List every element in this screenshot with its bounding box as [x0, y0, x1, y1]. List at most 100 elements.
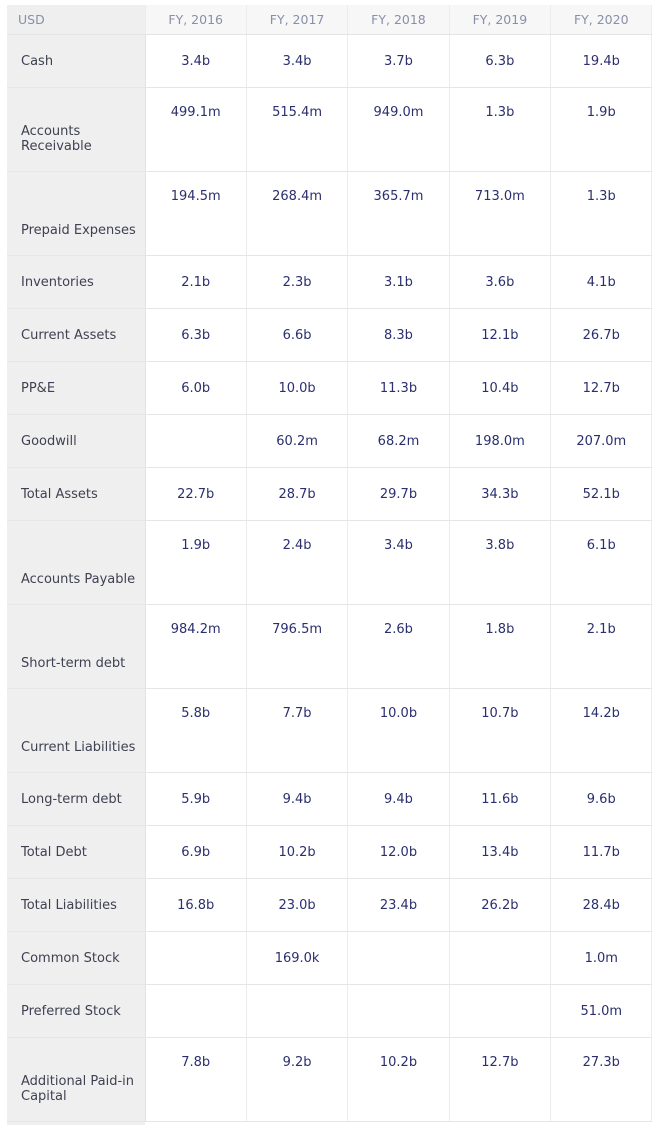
value-cell: 6.1b — [550, 520, 653, 605]
value-cell: 16.8b — [145, 878, 247, 932]
value-cell: 12.1b — [449, 308, 552, 362]
value-cell — [347, 984, 450, 1038]
row-label: Total Assets — [7, 467, 146, 521]
value-cell: 3.7b — [347, 34, 450, 88]
value-cell: 11.6b — [449, 772, 552, 826]
value-cell — [449, 984, 552, 1038]
value-cell: 9.2b — [246, 1037, 349, 1122]
value-cell: 19.4b — [550, 34, 653, 88]
value-cell: 2.6b — [347, 604, 450, 689]
row-label: Prepaid Expenses — [7, 171, 146, 256]
row-label: Current Assets — [7, 308, 146, 362]
row-label: Common Stock — [7, 931, 146, 985]
table-row: Current Liabilities 5.8b 7.7b 10.0b 10.7b 14.… — [7, 688, 653, 773]
value-cell: 194.5m — [145, 171, 247, 256]
value-cell: 10.0b — [347, 688, 450, 773]
value-cell: 26.7b — [550, 308, 653, 362]
value-cell: 23.0b — [246, 878, 349, 932]
value-cell — [449, 931, 552, 985]
value-cell: 1.9b — [145, 520, 247, 605]
row-label: PP&E — [7, 361, 146, 415]
value-cell: 10.7b — [449, 688, 552, 773]
value-cell: 10.0b — [246, 361, 349, 415]
balance-sheet-table-container: USD FY, 2016 FY, 2017 FY, 2018 FY, 2019 … — [7, 5, 653, 1125]
value-cell: 198.0m — [449, 414, 552, 468]
value-cell: 28.7b — [246, 467, 349, 521]
value-cell: 6.3b — [449, 34, 552, 88]
value-cell: 1.3b — [550, 171, 653, 256]
value-cell: 9.4b — [246, 772, 349, 826]
table-row: Preferred Stock 51.0m — [7, 984, 653, 1038]
value-cell: 5.8b — [145, 688, 247, 773]
row-label: Preferred Stock — [7, 984, 146, 1038]
value-cell: 10.2b — [246, 825, 349, 879]
table-row: Common Stock 169.0k 1.0m — [7, 931, 653, 985]
row-label: Total Debt — [7, 825, 146, 879]
row-label: Inventories — [7, 255, 146, 309]
row-label: Accounts Receivable — [7, 87, 146, 172]
value-cell: 499.1m — [145, 87, 247, 172]
value-cell: 3.4b — [347, 520, 450, 605]
value-cell: 7.8b — [145, 1037, 247, 1122]
value-cell — [347, 931, 450, 985]
value-cell: 10.4b — [449, 361, 552, 415]
value-cell: 68.2m — [347, 414, 450, 468]
value-cell: 12.0b — [347, 825, 450, 879]
value-cell: 26.2b — [449, 878, 552, 932]
table-row: Total Debt 6.9b 10.2b 12.0b 13.4b 11.7b — [7, 825, 653, 879]
table-row: Inventories 2.1b 2.3b 3.1b 3.6b 4.1b — [7, 255, 653, 309]
table-header: USD FY, 2016 FY, 2017 FY, 2018 FY, 2019 … — [7, 5, 653, 35]
table-row: Prepaid Expenses 194.5m 268.4m 365.7m 713.0m… — [7, 171, 653, 256]
table-row: Goodwill 60.2m 68.2m 198.0m 207.0m — [7, 414, 653, 468]
row-label: Current Liabilities — [7, 688, 146, 773]
table-row: Additional Paid-in Capital 7.8b 9.2b 10.2b 1… — [7, 1037, 653, 1122]
value-cell: 29.7b — [347, 467, 450, 521]
table-row: PP&E 6.0b 10.0b 11.3b 10.4b 12.7b — [7, 361, 653, 415]
value-cell: 60.2m — [246, 414, 349, 468]
value-cell: 52.1b — [550, 467, 653, 521]
value-cell: 3.1b — [347, 255, 450, 309]
value-cell: 2.3b — [246, 255, 349, 309]
column-header-fy2018: FY, 2018 — [347, 5, 450, 35]
value-cell — [145, 931, 247, 985]
table-row: Accounts Receivable 499.1m 515.4m 949.0m 1.3… — [7, 87, 653, 172]
currency-header: USD — [7, 5, 146, 35]
value-cell: 3.6b — [449, 255, 552, 309]
value-cell: 169.0k — [246, 931, 349, 985]
value-cell: 3.4b — [145, 34, 247, 88]
value-cell: 23.4b — [347, 878, 450, 932]
value-cell: 11.3b — [347, 361, 450, 415]
column-header-fy2017: FY, 2017 — [246, 5, 349, 35]
value-cell: 984.2m — [145, 604, 247, 689]
column-header-fy2019: FY, 2019 — [449, 5, 552, 35]
value-cell: 22.7b — [145, 467, 247, 521]
row-label: Short-term debt — [7, 604, 146, 689]
value-cell: 1.3b — [449, 87, 552, 172]
value-cell: 13.4b — [449, 825, 552, 879]
row-label: Additional Paid-in Capital — [7, 1037, 146, 1122]
value-cell: 11.7b — [550, 825, 653, 879]
value-cell: 9.6b — [550, 772, 653, 826]
balance-sheet-table: USD FY, 2016 FY, 2017 FY, 2018 FY, 2019 … — [7, 5, 653, 1122]
value-cell: 28.4b — [550, 878, 653, 932]
value-cell: 3.8b — [449, 520, 552, 605]
value-cell: 4.1b — [550, 255, 653, 309]
value-cell: 6.6b — [246, 308, 349, 362]
table-row: Cash 3.4b 3.4b 3.7b 6.3b 19.4b — [7, 34, 653, 88]
value-cell: 365.7m — [347, 171, 450, 256]
value-cell: 9.4b — [347, 772, 450, 826]
value-cell: 3.4b — [246, 34, 349, 88]
value-cell: 12.7b — [550, 361, 653, 415]
column-header-fy2016: FY, 2016 — [145, 5, 247, 35]
value-cell — [145, 984, 247, 1038]
value-cell: 6.0b — [145, 361, 247, 415]
value-cell: 2.4b — [246, 520, 349, 605]
row-label: Goodwill — [7, 414, 146, 468]
table-row: Total Assets 22.7b 28.7b 29.7b 34.3b 52.1b — [7, 467, 653, 521]
value-cell — [246, 984, 349, 1038]
value-cell: 34.3b — [449, 467, 552, 521]
column-header-fy2020: FY, 2020 — [550, 5, 653, 35]
table-row: Current Assets 6.3b 6.6b 8.3b 12.1b 26.7b — [7, 308, 653, 362]
value-cell: 1.8b — [449, 604, 552, 689]
row-label: Cash — [7, 34, 146, 88]
